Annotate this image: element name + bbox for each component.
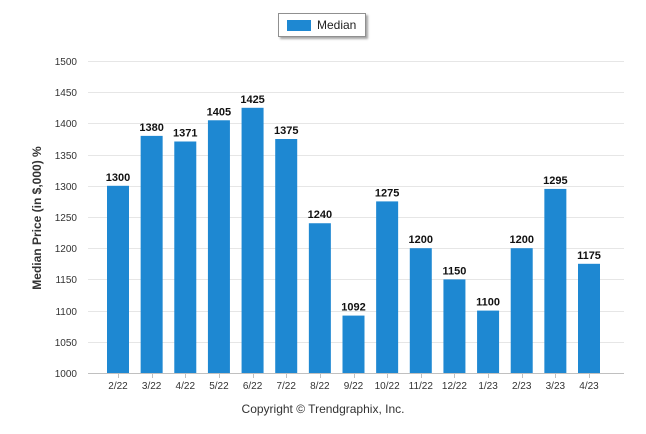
y-tick-label: 1350: [55, 151, 78, 162]
legend-swatch-median: [287, 19, 311, 31]
data-label: 1200: [409, 234, 433, 246]
data-label: 1371: [173, 127, 197, 139]
data-label: 1275: [375, 187, 399, 199]
data-label: 1200: [509, 234, 533, 246]
y-tick-label: 1300: [55, 182, 78, 193]
x-tick-label: 6/22: [243, 381, 263, 392]
data-label: 1380: [139, 122, 163, 134]
x-tick-label: 11/22: [409, 381, 434, 392]
data-label: 1375: [274, 125, 298, 137]
bar: [207, 120, 230, 373]
y-tick-label: 1400: [55, 119, 78, 130]
bar: [443, 279, 466, 373]
y-tick-label: 1200: [55, 244, 78, 255]
data-label: 1150: [442, 265, 466, 277]
bar: [477, 310, 500, 373]
x-tick-label: 9/22: [344, 381, 364, 392]
x-tick-label: 10/22: [375, 381, 400, 392]
y-tick-label: 1050: [55, 338, 78, 349]
data-label: 1425: [240, 94, 264, 106]
bar: [409, 248, 432, 373]
data-label: 1100: [476, 297, 500, 309]
x-tick-label: 2/22: [108, 381, 128, 392]
x-tick-label: 2/23: [512, 381, 532, 392]
legend-label-median: Median: [317, 18, 357, 32]
copyright-text: Copyright © Trendgraphix, Inc.: [241, 402, 405, 416]
bar: [140, 135, 163, 373]
bar: [308, 223, 331, 373]
data-label: 1092: [341, 302, 365, 314]
bar: [174, 141, 197, 373]
y-tick-label: 1250: [55, 213, 78, 224]
x-tick-label: 5/22: [209, 381, 229, 392]
data-label: 1175: [577, 250, 601, 262]
x-tick-label: 1/23: [478, 381, 498, 392]
x-tick-label: 4/22: [176, 381, 196, 392]
bar: [275, 139, 298, 373]
bar: [578, 263, 600, 373]
bar: [510, 248, 533, 373]
x-tick-label: 12/22: [442, 381, 467, 392]
bar: [544, 188, 567, 373]
data-label: 1405: [207, 106, 231, 118]
legend: Median: [278, 13, 366, 37]
x-tick-label: 8/22: [310, 381, 330, 392]
x-tick-label: 3/23: [546, 381, 566, 392]
y-tick-label: 1450: [55, 88, 78, 99]
data-label: 1240: [308, 209, 332, 221]
bar: [107, 185, 129, 373]
x-tick-label: 3/22: [142, 381, 162, 392]
y-axis-title: Median Price (in $,000) %: [30, 146, 44, 290]
x-tick-label: 4/23: [579, 381, 599, 392]
bar: [376, 201, 399, 373]
x-tick-label: 7/22: [276, 381, 296, 392]
y-tick-label: 1150: [55, 275, 77, 286]
bar: [241, 107, 264, 374]
y-tick-label: 1100: [55, 307, 77, 318]
y-tick-label: 1000: [55, 369, 78, 380]
y-tick-label: 1500: [55, 57, 78, 68]
data-label: 1295: [543, 175, 567, 187]
data-label: 1300: [106, 172, 130, 184]
bar: [342, 315, 365, 373]
